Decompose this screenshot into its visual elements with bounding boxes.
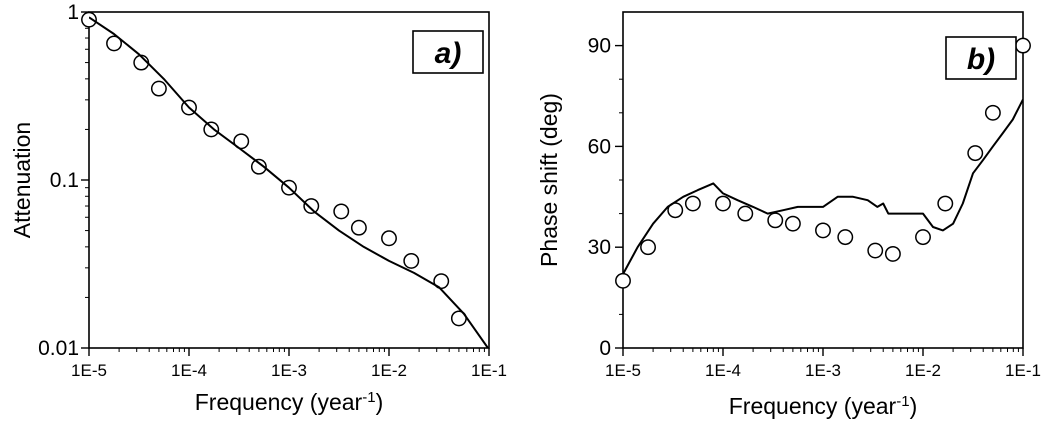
data-point [715, 195, 731, 212]
data-point [784, 215, 801, 232]
panel-label: a) [435, 37, 462, 70]
data-point [333, 203, 350, 220]
y-tick-label: 1 [67, 1, 79, 24]
data-point [81, 11, 97, 28]
data-point [150, 80, 167, 97]
x-tick-label: 1E-3 [805, 361, 841, 380]
data-point [640, 239, 656, 256]
x-tick-label: 1E-1 [471, 361, 507, 380]
y-tick-label: 0 [599, 337, 611, 360]
y-tick-label: 90 [588, 35, 611, 58]
model-curve [89, 16, 489, 348]
x-tick-label: 1E-3 [271, 361, 307, 380]
data-point [615, 272, 631, 289]
y-tick-label: 0.1 [50, 169, 79, 192]
data-point [915, 229, 931, 246]
panel-b-phase-shift: 1E-5 1E-4 1E-3 1E-2 1E-1 0 30 60 90 b) Frequency (… [536, 11, 1041, 420]
y-axis-label: Phase shift (deg) [536, 93, 562, 267]
data-point [303, 198, 320, 214]
data-point [381, 230, 397, 247]
x-tick-label: 1E-1 [1005, 361, 1041, 380]
data-point [737, 205, 754, 222]
y-tick-label: 60 [588, 135, 611, 158]
data-point [984, 104, 1001, 121]
data-point [815, 222, 831, 239]
y-tick-label: 30 [588, 236, 611, 259]
y-axis-label: Attenuation [9, 122, 35, 238]
x-axis-label: Frequency (year-1) [195, 389, 383, 416]
data-point [967, 145, 984, 162]
data-point [684, 195, 701, 212]
x-tick-label: 1E-2 [371, 361, 407, 380]
data-point [350, 219, 367, 236]
data-point [250, 158, 267, 175]
x-tick-label: 1E-5 [605, 361, 641, 380]
data-point [884, 245, 901, 262]
data-point [403, 252, 420, 269]
y-tick-label: 0.01 [38, 337, 79, 360]
panel-label-box [412, 30, 484, 74]
model-curve [623, 98, 1023, 275]
x-tick-label: 1E-5 [71, 361, 107, 380]
data-point [867, 242, 884, 259]
x-tick-label: 1E-4 [171, 361, 207, 380]
panel-label-box [945, 36, 1017, 80]
data-point [767, 212, 784, 229]
x-axis-label: Frequency (year-1) [729, 393, 917, 420]
data-point [937, 195, 954, 212]
x-tick-label: 1E-4 [705, 361, 741, 380]
data-point [1015, 37, 1031, 54]
data-point [106, 35, 122, 52]
panel-a-attenuation: 1E-5 1E-4 1E-3 1E-2 1E-1 0.01 0.1 1 a) Frequency … [9, 1, 507, 415]
data-point [203, 121, 220, 138]
data-point [837, 229, 854, 246]
x-tick-label: 1E-2 [905, 361, 941, 380]
panel-label: b) [967, 43, 995, 76]
